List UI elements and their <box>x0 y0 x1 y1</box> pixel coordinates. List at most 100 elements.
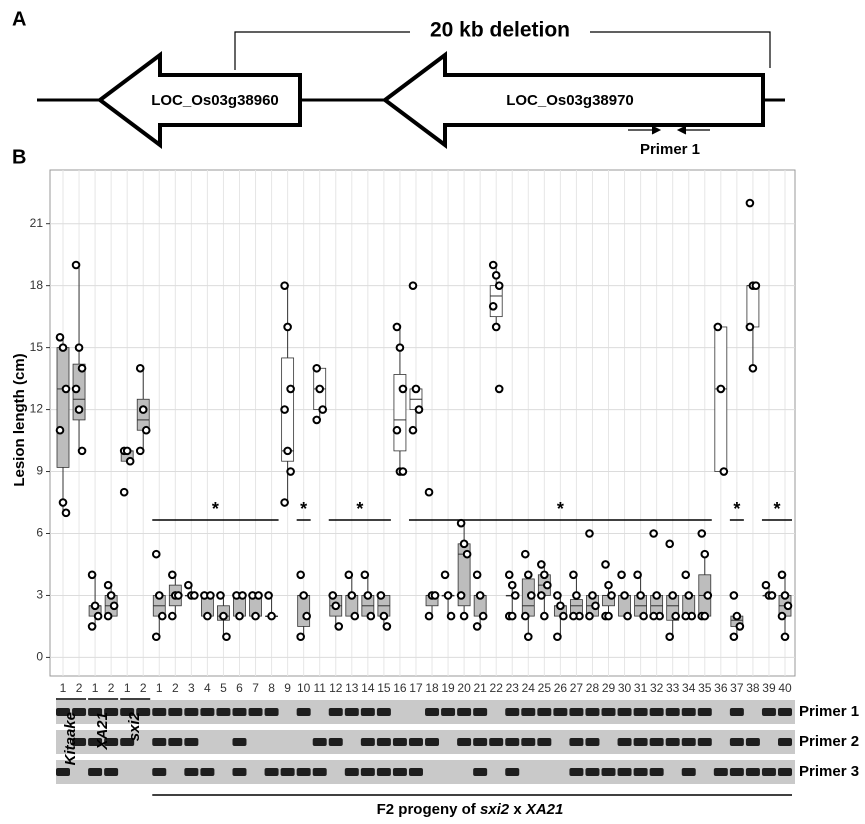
data-point <box>605 613 612 620</box>
gel-band <box>505 708 519 716</box>
data-point <box>329 592 336 599</box>
data-point <box>525 572 532 579</box>
data-point <box>785 602 792 609</box>
gel-band <box>88 768 102 776</box>
data-point <box>207 592 214 599</box>
data-point <box>618 572 625 579</box>
significance-label: * <box>212 499 219 519</box>
progeny-label-part: sxi2 <box>480 801 510 818</box>
significance-label: * <box>300 499 307 519</box>
data-point <box>410 282 417 289</box>
panel-label: B <box>12 146 26 168</box>
progeny-label-part: F2 progeny of <box>377 801 480 818</box>
data-point <box>493 324 500 331</box>
data-point <box>682 613 689 620</box>
data-point <box>640 613 647 620</box>
x-tick-label: 3 <box>188 681 195 695</box>
progeny-label-part: XA21 <box>525 801 564 818</box>
gel-band <box>521 738 535 746</box>
x-tick-label: 2 <box>172 681 179 695</box>
data-point <box>397 344 404 351</box>
data-point <box>368 613 375 620</box>
x-tick-label: 2 <box>76 681 83 695</box>
gel-band <box>152 738 166 746</box>
gel-band <box>746 768 760 776</box>
data-point <box>79 365 86 372</box>
gel-band <box>569 708 583 716</box>
data-point <box>281 499 288 506</box>
data-point <box>362 572 369 579</box>
box <box>490 286 502 317</box>
data-point <box>76 406 83 413</box>
x-tick-label: 10 <box>297 681 311 695</box>
progeny-label-part: x <box>509 801 526 818</box>
data-point <box>127 458 134 465</box>
gel-band <box>650 738 664 746</box>
data-point <box>734 613 741 620</box>
data-point <box>60 499 67 506</box>
box <box>57 348 69 468</box>
data-point <box>682 572 689 579</box>
significance-label: * <box>356 499 363 519</box>
data-point <box>332 602 339 609</box>
data-point <box>236 613 243 620</box>
gel-band <box>778 768 792 776</box>
gel-band <box>168 738 182 746</box>
data-point <box>300 592 307 599</box>
data-point <box>297 633 304 640</box>
x-tick-label: 6 <box>236 681 243 695</box>
data-point <box>592 602 599 609</box>
data-point <box>653 592 660 599</box>
gel-band <box>425 738 439 746</box>
x-tick-label: 23 <box>506 681 520 695</box>
gel-band <box>618 738 632 746</box>
gel-band <box>778 738 792 746</box>
box <box>747 286 759 327</box>
data-point <box>747 200 754 207</box>
x-tick-label: 35 <box>698 681 712 695</box>
x-tick-label: 34 <box>682 681 696 695</box>
data-point <box>461 541 468 548</box>
data-point <box>525 633 532 640</box>
gel-band <box>473 708 487 716</box>
gel-band <box>232 768 246 776</box>
data-point <box>624 613 631 620</box>
x-tick-label: 4 <box>204 681 211 695</box>
y-tick-label: 21 <box>30 216 44 230</box>
data-point <box>156 592 163 599</box>
x-tick-label: 12 <box>329 681 343 695</box>
gel-band <box>104 768 118 776</box>
data-point <box>747 324 754 331</box>
data-point <box>169 613 176 620</box>
gel-band <box>585 708 599 716</box>
data-point <box>570 613 577 620</box>
gel-band <box>489 738 503 746</box>
data-point <box>57 427 64 434</box>
x-tick-label: 15 <box>377 681 391 695</box>
data-point <box>512 592 519 599</box>
data-point <box>384 623 391 630</box>
data-point <box>319 406 326 413</box>
y-tick-label: 3 <box>36 588 43 602</box>
data-point <box>413 386 420 393</box>
data-point <box>394 427 401 434</box>
data-point <box>477 592 484 599</box>
gel-band <box>409 738 423 746</box>
gel-band <box>345 708 359 716</box>
data-point <box>731 633 738 640</box>
data-point <box>573 592 580 599</box>
gel-band <box>297 708 311 716</box>
data-point <box>204 613 211 620</box>
data-point <box>63 510 70 517</box>
data-point <box>349 592 356 599</box>
x-tick-label: 1 <box>124 681 131 695</box>
gel-band <box>602 768 616 776</box>
y-tick-label: 12 <box>30 402 44 416</box>
data-point <box>506 572 513 579</box>
data-point <box>779 572 786 579</box>
gel-band <box>393 738 407 746</box>
y-axis-label: Lesion length (cm) <box>11 353 28 486</box>
data-point <box>217 592 224 599</box>
data-point <box>313 417 320 424</box>
data-point <box>255 592 262 599</box>
